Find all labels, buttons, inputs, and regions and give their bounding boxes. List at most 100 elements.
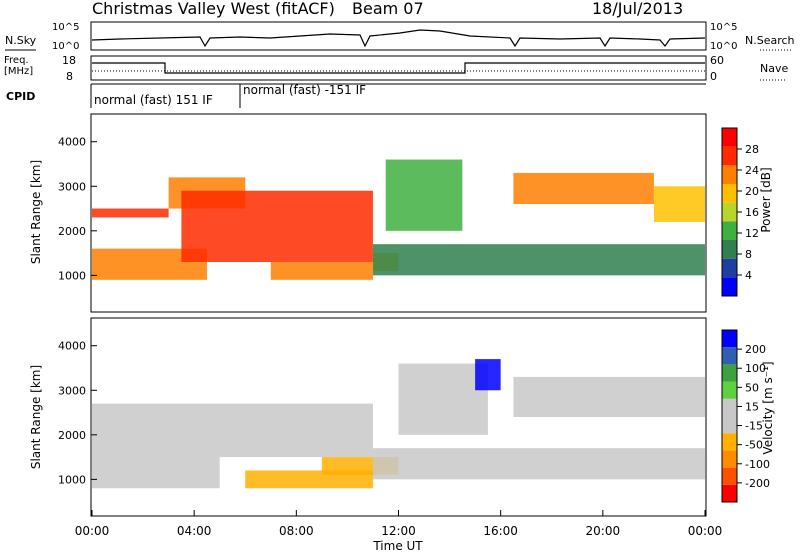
velocity-y-axis-label: Slant Range [km] xyxy=(29,365,43,469)
colorbar-swatch-0 xyxy=(722,484,737,502)
nave-tick-top: 60 xyxy=(710,54,724,67)
power-colorbar-ticks: 28 24 20 16 12 8 4 xyxy=(737,143,759,282)
data-band-2 xyxy=(245,470,373,489)
data-band-0 xyxy=(92,208,169,218)
colorbar-tick-label-6: 4 xyxy=(745,269,752,282)
x-tick-label-5: 20:00 xyxy=(586,524,621,538)
colorbar-tick-label-3: 15 xyxy=(745,400,759,413)
colorbar-swatch-5 xyxy=(722,184,737,203)
colorbar-swatch-0 xyxy=(722,277,737,296)
colorbar-swatch-6 xyxy=(722,381,737,399)
cpid-segment-2: normal (fast) -151 IF xyxy=(243,83,366,97)
colorbar-swatch-5 xyxy=(722,398,737,416)
y-tick-label-1: 3000 xyxy=(58,384,86,397)
nsky-tick-top: 10^5 xyxy=(52,22,79,33)
data-band-3 xyxy=(181,190,373,262)
velocity-colorbar-ticks: 200 100 50 15 -15 -50 -100 -200 xyxy=(737,343,770,490)
data-band-6 xyxy=(513,376,705,417)
station-title: Christmas Valley West (fitACF) xyxy=(92,0,335,18)
freq-tick-top: 18 xyxy=(62,54,76,67)
colorbar-tick-label-0: 28 xyxy=(745,143,759,156)
x-tick-label-3: 12:00 xyxy=(381,524,416,538)
cpid-label: CPID xyxy=(6,90,35,103)
freq-panel-frame xyxy=(90,55,707,81)
freq-label: Freq. xyxy=(4,55,29,66)
nave-label: Nave xyxy=(760,62,788,75)
freq-unit: [MHz] xyxy=(4,66,33,77)
colorbar-swatch-8 xyxy=(722,128,737,147)
freq-tick-bottom: 8 xyxy=(66,70,73,83)
power-y-axis-label: Slant Range [km] xyxy=(29,160,43,264)
colorbar-tick-label-5: 8 xyxy=(745,248,752,261)
colorbar-tick-label-0: 200 xyxy=(745,343,766,356)
nsky-trace xyxy=(91,29,706,48)
x-tick-label-6: 00:00 xyxy=(688,524,723,538)
colorbar-swatch-2 xyxy=(722,450,737,468)
colorbar-swatch-6 xyxy=(722,165,737,184)
velocity-colorbar-label: Velocity [m s⁻¹] xyxy=(761,361,775,454)
power-panel: 4000 3000 2000 1000 Slant Range [km] xyxy=(29,113,707,313)
nsky-tick-bottom: 10^0 xyxy=(52,41,79,52)
colorbar-swatch-8 xyxy=(722,347,737,365)
data-band-6 xyxy=(385,159,463,231)
colorbar-tick-label-2: 20 xyxy=(745,185,759,198)
data-band-9 xyxy=(653,186,705,222)
nsearch-label: N.Search xyxy=(745,34,795,47)
colorbar-tick-label-3: 16 xyxy=(745,206,759,219)
velocity-colorbar: 200 100 50 15 -15 -50 -100 -200 Velocity [m s⁻¹… xyxy=(721,329,775,503)
colorbar-tick-label-4: -15 xyxy=(745,420,763,433)
colorbar-swatch-4 xyxy=(722,416,737,434)
colorbar-swatch-7 xyxy=(722,364,737,382)
x-tick-label-0: 00:00 xyxy=(75,524,110,538)
y-tick-label-3: 1000 xyxy=(58,473,86,486)
velocity-y-ticks: 4000 3000 2000 1000 xyxy=(58,340,97,486)
colorbar-tick-label-5: -50 xyxy=(745,439,763,452)
colorbar-tick-label-1: 100 xyxy=(745,362,766,375)
power-y-ticks: 4000 3000 2000 1000 xyxy=(58,136,97,282)
velocity-data-bands xyxy=(92,359,705,489)
nsearch-tick-bottom: 10^0 xyxy=(710,41,737,52)
power-colorbar-label: Power [dB] xyxy=(759,167,773,232)
nsearch-tick-top: 10^5 xyxy=(710,22,737,33)
data-band-1 xyxy=(92,457,220,489)
colorbar-tick-label-6: -100 xyxy=(745,458,770,471)
data-band-7 xyxy=(372,448,705,480)
x-tick-label-1: 04:00 xyxy=(177,524,212,538)
cpid-segment-1: normal (fast) 151 IF xyxy=(94,93,213,107)
x-axis-ticks: 00:00 04:00 08:00 12:00 16:00 20:00 00:00 xyxy=(75,510,723,538)
colorbar-tick-label-4: 12 xyxy=(745,227,759,240)
beam-label: Beam 07 xyxy=(352,0,424,18)
colorbar-tick-label-2: 50 xyxy=(745,381,759,394)
velocity-colorbar-swatches xyxy=(721,329,738,503)
power-colorbar: 28 24 20 16 12 8 4 Power [dB] xyxy=(721,127,773,297)
colorbar-swatch-7 xyxy=(722,146,737,166)
y-tick-label-0: 4000 xyxy=(58,340,86,353)
velocity-panel: 4000 3000 2000 1000 Slant Range [km] xyxy=(29,317,707,517)
colorbar-tick-label-1: 24 xyxy=(745,164,759,177)
data-band-5 xyxy=(475,359,501,391)
data-band-4 xyxy=(270,262,373,280)
y-tick-label-2: 2000 xyxy=(58,429,86,442)
date-label: 18/Jul/2013 xyxy=(592,0,683,18)
colorbar-swatch-3 xyxy=(722,221,737,240)
colorbar-tick-label-7: -200 xyxy=(745,477,770,490)
colorbar-swatch-2 xyxy=(722,240,737,259)
colorbar-swatch-3 xyxy=(722,433,737,451)
x-tick-label-2: 08:00 xyxy=(279,524,314,538)
x-axis-label: Time UT xyxy=(372,539,423,553)
power-colorbar-swatches xyxy=(721,127,738,297)
x-tick-label-4: 16:00 xyxy=(483,524,518,538)
freq-trace xyxy=(92,62,705,74)
y-tick-label-0: 4000 xyxy=(58,136,86,149)
power-data-bands xyxy=(92,159,705,280)
colorbar-swatch-4 xyxy=(722,202,737,222)
data-band-4 xyxy=(398,363,488,435)
nsky-panel-frame xyxy=(90,21,707,51)
colorbar-swatch-1 xyxy=(722,258,737,278)
nsky-label: N.Sky xyxy=(5,34,37,47)
colorbar-swatch-9 xyxy=(722,330,737,348)
colorbar-frame xyxy=(721,329,738,503)
data-band-0 xyxy=(92,403,373,458)
data-band-7 xyxy=(372,244,705,276)
